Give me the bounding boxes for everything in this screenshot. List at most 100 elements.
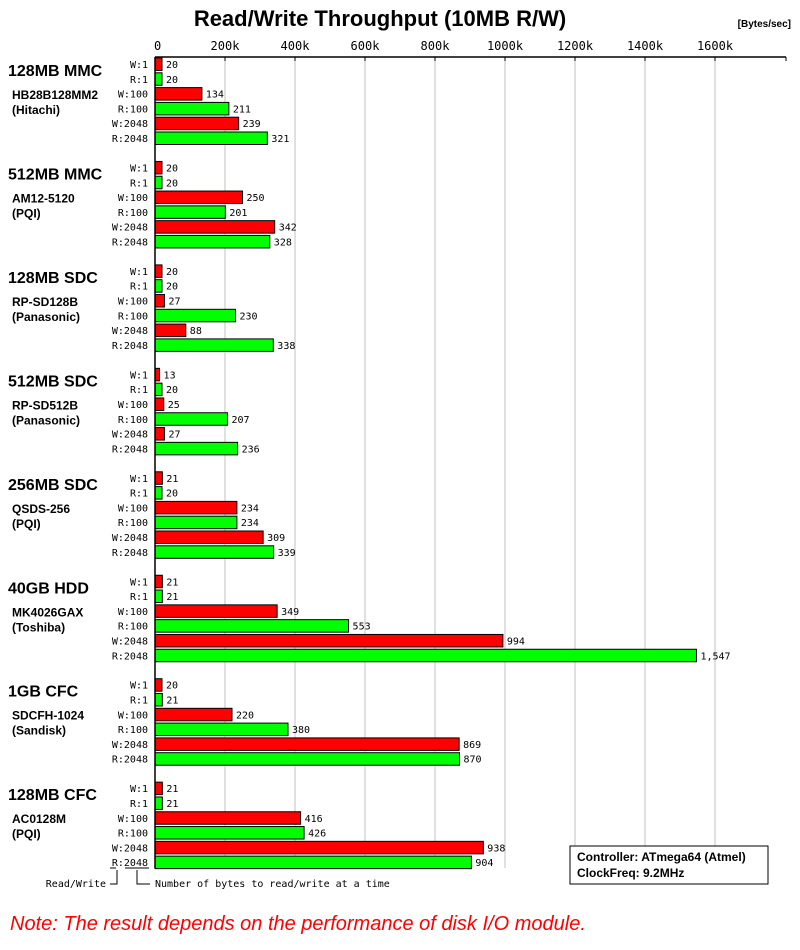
bar-value-label: 1,547 (700, 651, 730, 662)
row-label: R:1 (130, 489, 148, 500)
bar-value-label: 234 (241, 518, 259, 529)
read-bar (154, 175, 163, 190)
device-vendor: (Panasonic) (12, 413, 80, 427)
row-label: R:100 (118, 622, 148, 633)
bar-value-label: 349 (281, 607, 299, 618)
bar-value-label: 88 (190, 326, 202, 337)
info-clock: ClockFreq: 9.2MHz (577, 866, 684, 880)
bar-value-label: 21 (166, 592, 178, 603)
write-bar (154, 190, 243, 205)
x-tick-label: 0 (154, 39, 161, 53)
write-bar (154, 530, 264, 544)
bar-value-label: 27 (168, 297, 180, 308)
row-label: W:2048 (112, 326, 148, 337)
bar-value-label: 239 (243, 119, 261, 130)
write-bar (154, 294, 165, 308)
row-label: R:2048 (112, 858, 148, 869)
write-bar (154, 57, 163, 71)
write-bar (154, 220, 276, 234)
bar-value-label: 20 (166, 60, 178, 71)
bars: 128MB MMC HB28B128MM2(Hitachi) W:1 20 R:1 20 W… (8, 57, 731, 870)
row-label: R:1 (130, 282, 148, 293)
row-label: W:1 (130, 163, 148, 174)
read-bar (154, 338, 274, 352)
device-vendor: (Hitachi) (12, 103, 60, 117)
row-label: R:2048 (112, 134, 148, 145)
read-bar (154, 234, 271, 249)
write-bar (154, 160, 163, 175)
bar-value-label: 25 (168, 400, 180, 411)
bar-value-label: 21 (166, 784, 178, 795)
legend-read-write: Read/Write (46, 879, 106, 890)
row-label: R:100 (118, 518, 148, 529)
read-bar (154, 382, 163, 397)
read-bar (154, 101, 230, 116)
bar-value-label: 21 (166, 474, 178, 485)
row-label: W:2048 (112, 843, 148, 854)
bar-value-label: 20 (166, 267, 178, 278)
device-vendor: (Toshiba) (12, 620, 65, 634)
x-tick-label: 1400k (627, 39, 664, 53)
write-bar (154, 116, 240, 131)
x-tick-label: 800k (421, 39, 451, 53)
row-label: W:2048 (112, 533, 148, 544)
row-label: W:100 (118, 400, 148, 411)
bar-value-label: 20 (166, 681, 178, 692)
read-bar (154, 412, 228, 426)
device-model: SDCFH-1024 (12, 709, 84, 723)
x-tick-label: 1000k (487, 39, 524, 53)
device-name: 512MB SDC (8, 373, 98, 390)
row-label: R:2048 (112, 341, 148, 352)
device-group: 1GB CFC SDCFH-1024(Sandisk) W:1 20 R:1 21 W:10… (8, 678, 482, 766)
write-bar (154, 397, 165, 411)
device-vendor: (Sandisk) (12, 724, 66, 738)
read-bar (154, 441, 239, 456)
device-group: 128MB SDC RP-SD128B(Panasonic) W:1 20 R:1 20 W… (8, 264, 295, 352)
device-model: AM12-5120 (12, 191, 75, 205)
x-tick-label: 600k (351, 39, 381, 53)
row-label-legend: Read/Write Number of bytes to read/write… (46, 867, 390, 890)
bar-value-label: 236 (242, 444, 260, 455)
device-name: 1GB CFC (8, 684, 79, 701)
device-name: 128MB CFC (8, 787, 97, 804)
bar-value-label: 21 (166, 799, 178, 810)
row-label: W:1 (130, 681, 148, 692)
read-bar (154, 308, 236, 323)
row-label: R:100 (118, 829, 148, 840)
read-bar (154, 205, 226, 219)
bar-value-label: 134 (206, 90, 224, 101)
bar-value-label: 416 (305, 814, 323, 825)
bar-value-label: 20 (166, 282, 178, 293)
read-bar (154, 752, 460, 766)
row-label: W:2048 (112, 223, 148, 234)
bar-value-label: 230 (240, 311, 258, 322)
bar-value-label: 328 (274, 237, 292, 248)
bar-value-label: 20 (166, 178, 178, 189)
device-group: 256MB SDC QSDS-256(PQI) W:1 21 R:1 20 W:100 234… (8, 471, 296, 559)
info-controller: Controller: ATmega64 (Atmel) (577, 850, 746, 864)
bar-value-label: 20 (166, 385, 178, 396)
row-label: R:100 (118, 311, 148, 322)
read-bar (154, 515, 238, 530)
write-bar (154, 427, 165, 441)
row-label: W:100 (118, 814, 148, 825)
bar-value-label: 904 (475, 858, 493, 869)
row-label: R:1 (130, 178, 148, 189)
row-label: W:100 (118, 90, 148, 101)
row-label: W:2048 (112, 430, 148, 441)
row-label: W:1 (130, 60, 148, 71)
bar-value-label: 250 (247, 193, 265, 204)
device-model: QSDS-256 (12, 502, 70, 516)
row-label: W:1 (130, 474, 148, 485)
read-bar (154, 545, 275, 559)
row-label: R:100 (118, 415, 148, 426)
bar-value-label: 321 (271, 134, 289, 145)
row-label: R:1 (130, 799, 148, 810)
x-tick-label: 200k (211, 39, 241, 53)
device-group: 128MB CFC AC0128M(PQI) W:1 21 R:1 21 W:100 416 R… (8, 781, 505, 870)
row-label: W:2048 (112, 636, 148, 647)
write-bar (154, 737, 460, 751)
bar-value-label: 938 (487, 843, 505, 854)
device-group: 128MB MMC HB28B128MM2(Hitachi) W:1 20 R:1 20 W… (8, 57, 289, 145)
